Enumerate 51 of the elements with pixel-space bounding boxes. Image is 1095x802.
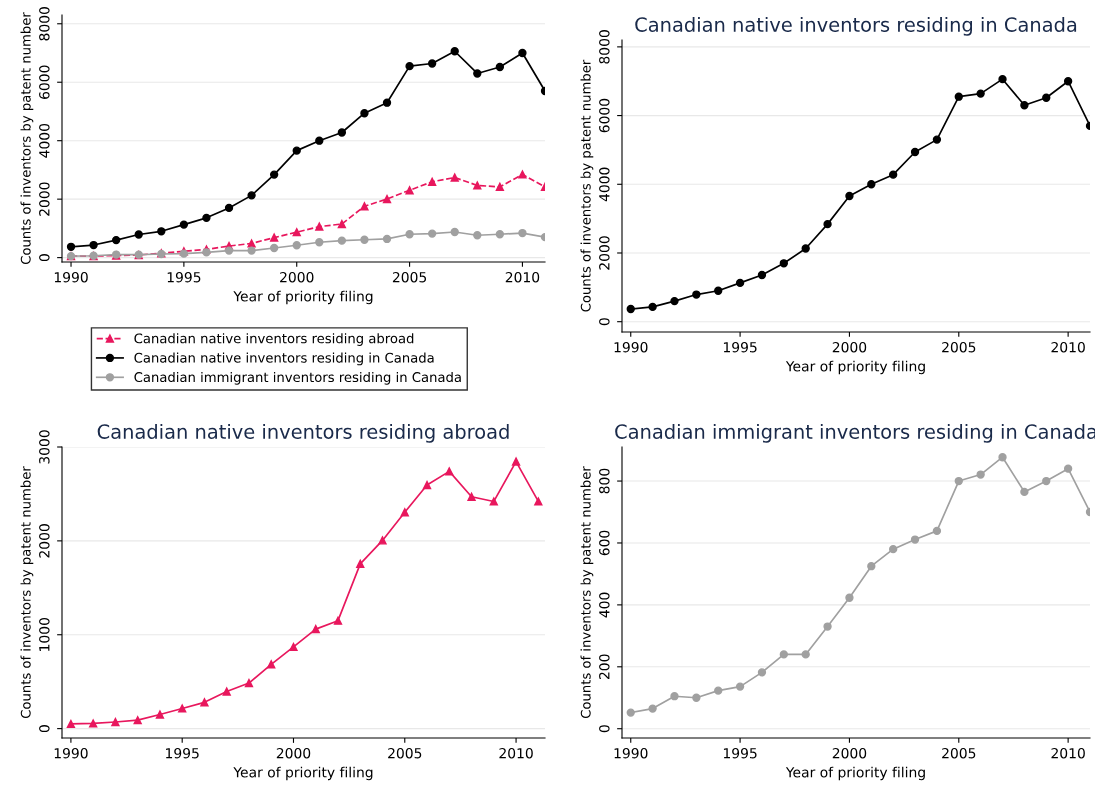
x-tick-label: 2005	[392, 271, 427, 283]
x-tick-label: 2005	[942, 747, 976, 759]
legend-label: Canadian native inventors residing abroad	[134, 333, 414, 346]
x-axis-title: Year of priority filing	[233, 766, 373, 781]
y-tick-label: 0	[39, 254, 50, 262]
y-tick-label: 200	[599, 654, 610, 680]
y-tick-label: 8000	[39, 7, 50, 41]
legend-label: Canadian native inventors residing in Canada	[134, 352, 434, 366]
x-tick-label: 1990	[614, 747, 648, 759]
y-tick-label: 4000	[599, 167, 610, 202]
y-tick-label: 0	[599, 725, 610, 733]
legend-label: Canadian immigrant inventors residing in Canada	[134, 371, 461, 385]
x-tick-label: 2000	[280, 271, 314, 283]
x-tick-label: 1995	[166, 747, 199, 759]
y-tick-label: 6000	[599, 98, 610, 133]
x-tick-label: 2010	[505, 271, 540, 283]
x-tick-label: 2000	[832, 341, 867, 353]
x-tick-label: 2000	[276, 747, 311, 759]
y-tick-label: 2000	[39, 524, 50, 558]
x-tick-label: 1995	[723, 747, 757, 759]
y-tick-label: 6000	[39, 65, 50, 99]
x-tick-label: 2005	[388, 747, 422, 759]
x-tick-label: 1990	[614, 341, 648, 353]
y-tick-label: 0	[39, 725, 50, 733]
y-axis-title: Counts of inventors by patent number	[20, 12, 34, 265]
x-tick-label: 1995	[723, 341, 757, 353]
x-tick-label: 1990	[54, 271, 88, 283]
x-tick-label: 1990	[54, 747, 88, 759]
y-axis-title: Counts of inventors by patent number	[580, 466, 594, 719]
x-axis-title: Year of priority filing	[785, 766, 925, 781]
y-tick-label: 400	[599, 592, 610, 618]
y-tick-label: 4000	[39, 123, 50, 158]
y-tick-label: 8000	[599, 30, 610, 64]
x-tick-label: 2005	[942, 341, 976, 353]
chart-title: Canadian native inventors residing abroad	[97, 423, 509, 443]
x-axis-title: Year of priority filing	[785, 360, 925, 375]
chart-title: Canadian native inventors residing in Canada	[635, 16, 1077, 36]
x-tick-label: 2000	[832, 747, 867, 759]
y-tick-label: 800	[599, 468, 610, 494]
y-axis-title: Counts of inventors by patent number	[580, 59, 594, 312]
x-tick-label: 2010	[1051, 747, 1085, 759]
y-tick-label: 1000	[39, 617, 50, 651]
x-tick-label: 1995	[167, 271, 201, 283]
x-axis-title: Year of priority filing	[233, 290, 373, 305]
y-tick-label: 3000	[39, 430, 50, 464]
x-tick-label: 2010	[499, 747, 533, 759]
y-tick-label: 0	[599, 318, 610, 326]
y-tick-label: 600	[599, 530, 610, 556]
x-tick-label: 2010	[1051, 341, 1085, 353]
y-tick-label: 2000	[39, 182, 50, 216]
y-axis-title: Counts of inventors by patent number	[20, 466, 34, 719]
